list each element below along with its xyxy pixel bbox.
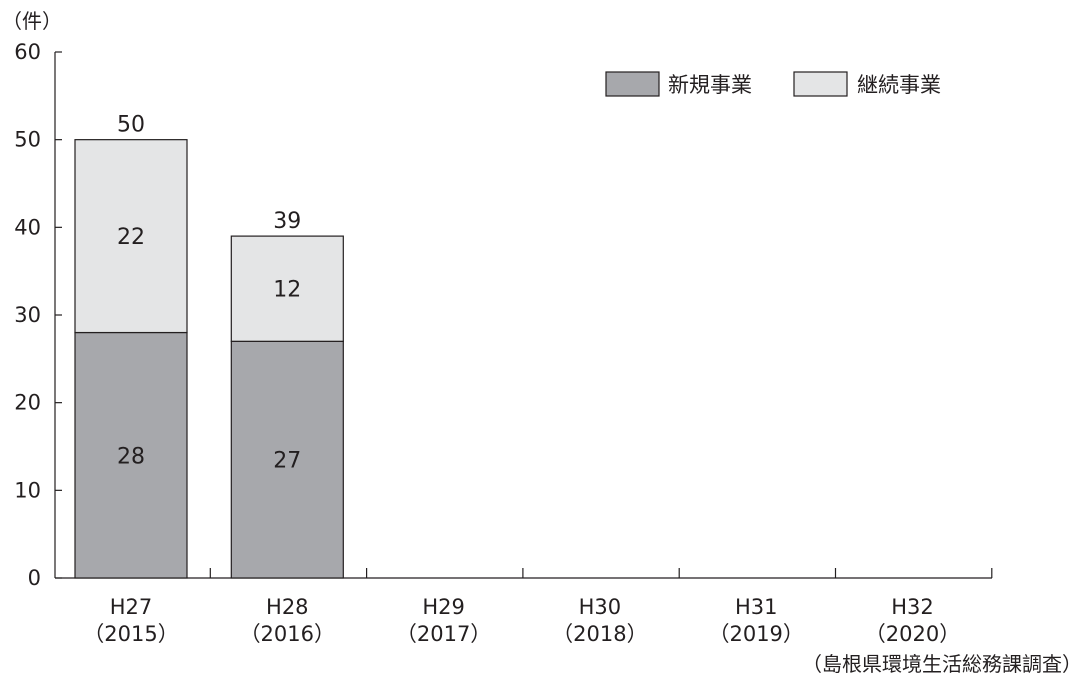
segment-value-label: 28 — [117, 444, 145, 469]
y-tick-label: 30 — [14, 303, 41, 327]
segment-value-label: 12 — [273, 278, 301, 303]
x-tick-label: H30 — [579, 595, 622, 619]
x-tick-label-year: （2016） — [240, 622, 335, 646]
legend-label: 新規事業 — [668, 73, 752, 97]
legend-swatch — [605, 71, 660, 97]
x-tick-label-year: （2020） — [865, 622, 960, 646]
x-tick-label: H28 — [266, 595, 309, 619]
y-tick-label: 0 — [28, 566, 41, 590]
bars-group — [74, 139, 344, 579]
legend-label: 継続事業 — [857, 73, 941, 97]
x-tick-label-year: （2019） — [708, 622, 803, 646]
y-unit-label: （件） — [2, 9, 62, 33]
bar-total-label: 39 — [273, 209, 301, 234]
y-tick-label: 20 — [14, 391, 41, 415]
source-note: （島根県環境生活総務課調査） — [802, 652, 1082, 676]
y-tick-label: 50 — [14, 128, 41, 152]
bar-segment — [230, 235, 344, 342]
legend-swatch — [793, 71, 848, 97]
y-tick-label: 60 — [14, 40, 41, 64]
y-tick-label: 40 — [14, 215, 41, 239]
x-tick-label: H31 — [735, 595, 778, 619]
data-labels-group: 28 22 50 27 12 39 — [117, 113, 301, 474]
bar-segment — [74, 139, 188, 334]
x-tick-label-year: （2015） — [83, 622, 178, 646]
x-tick-label-year: （2018） — [552, 622, 647, 646]
y-tick-label: 10 — [14, 478, 41, 502]
segment-value-label: 22 — [117, 225, 145, 250]
axes-group: 0 10 20 30 40 50 60 H27 （2015） H28 （2016） H29 （2017）… — [14, 40, 993, 646]
x-tick-label: H27 — [110, 595, 153, 619]
x-tick-label-year: （2017） — [396, 622, 491, 646]
bar-segment — [230, 340, 344, 579]
segment-value-label: 27 — [273, 449, 301, 474]
x-tick-label: H29 — [422, 595, 465, 619]
legend: 新規事業 継続事業 — [605, 71, 941, 97]
bar-total-label: 50 — [117, 113, 145, 138]
x-tick-label: H32 — [891, 595, 934, 619]
